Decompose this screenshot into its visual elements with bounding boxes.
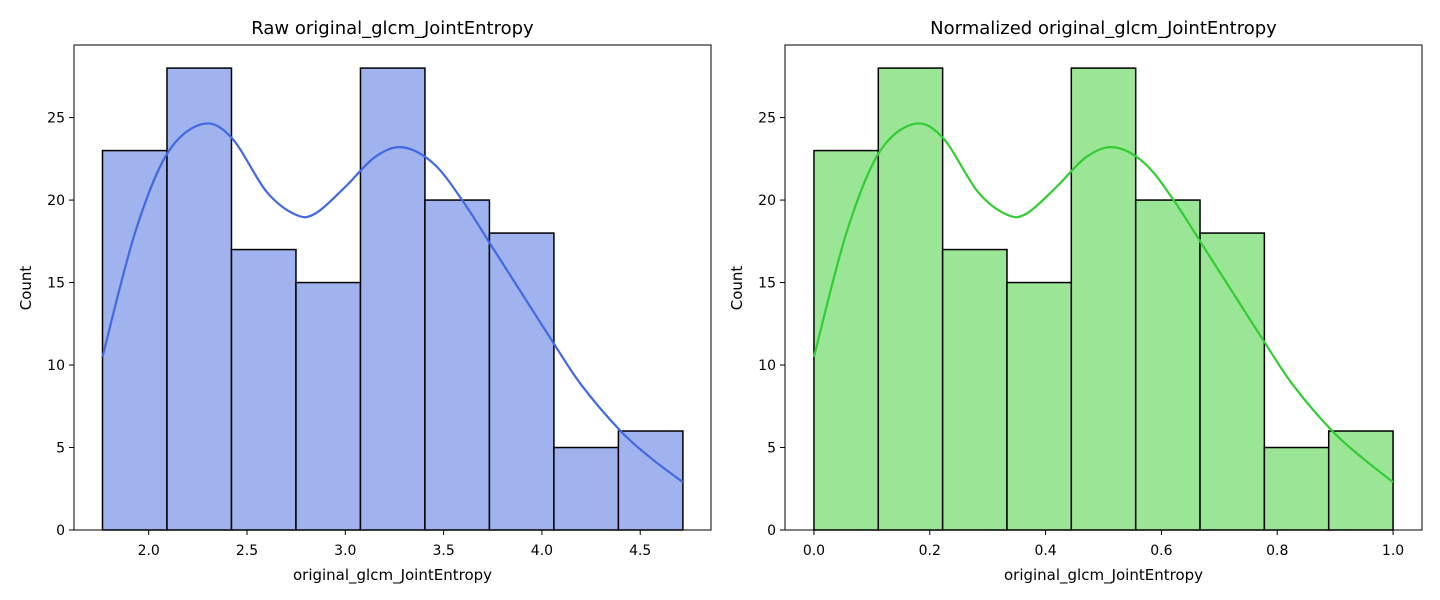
y-tick-label: 10 bbox=[758, 358, 776, 374]
x-tick-label: 0.0 bbox=[803, 543, 825, 559]
y-tick-label: 15 bbox=[47, 276, 65, 292]
histogram-bar bbox=[101, 149, 168, 531]
histogram-bar bbox=[166, 67, 233, 531]
chart-raw-title: Raw original_glcm_JointEntropy bbox=[251, 18, 534, 39]
chart-normalized-yticks: 0 5 10 15 20 25 bbox=[758, 111, 785, 539]
chart-raw-ylabel: Count bbox=[17, 266, 35, 311]
x-tick-label: 1.0 bbox=[1382, 543, 1404, 559]
y-tick-label: 0 bbox=[767, 523, 776, 539]
x-tick-label: 0.8 bbox=[1266, 543, 1288, 559]
histogram-bar bbox=[424, 199, 491, 531]
histogram-bar bbox=[359, 67, 426, 531]
x-tick-label: 2.0 bbox=[138, 543, 160, 559]
x-tick-label: 3.5 bbox=[432, 543, 454, 559]
chart-normalized: Normalized original_glcm_JointEntropy or… bbox=[728, 18, 1423, 585]
x-tick-label: 2.5 bbox=[236, 543, 258, 559]
y-tick-label: 25 bbox=[47, 111, 65, 127]
histogram-bar bbox=[1070, 67, 1137, 531]
chart-raw: Raw original_glcm_JointEntropy original_… bbox=[17, 18, 712, 585]
histogram-bar bbox=[488, 232, 555, 531]
histogram-bar bbox=[553, 446, 620, 531]
histogram-bar bbox=[1006, 281, 1073, 531]
histogram-bar bbox=[813, 149, 880, 531]
chart-raw-bars bbox=[101, 67, 684, 531]
chart-normalized-kde bbox=[812, 122, 1394, 484]
histogram-bar bbox=[1263, 446, 1330, 531]
chart-raw-xlabel: original_glcm_JointEntropy bbox=[293, 566, 492, 585]
x-tick-label: 4.0 bbox=[531, 543, 553, 559]
chart-normalized-xlabel: original_glcm_JointEntropy bbox=[1004, 566, 1203, 585]
chart-normalized-frame bbox=[784, 44, 1423, 531]
histogram-bar bbox=[1327, 430, 1394, 531]
kde-line bbox=[101, 122, 684, 484]
y-tick-label: 25 bbox=[758, 111, 776, 127]
chart-raw-frame bbox=[73, 44, 712, 531]
x-tick-label: 4.5 bbox=[629, 543, 651, 559]
y-tick-label: 0 bbox=[56, 523, 65, 539]
histogram-bar bbox=[230, 248, 297, 531]
histogram-bar bbox=[877, 67, 944, 531]
histogram-bar bbox=[617, 430, 684, 531]
y-tick-label: 5 bbox=[767, 441, 776, 457]
y-tick-label: 10 bbox=[47, 358, 65, 374]
histogram-bar bbox=[295, 281, 362, 531]
chart-normalized-ylabel: Count bbox=[728, 266, 746, 311]
kde-line bbox=[812, 122, 1394, 484]
chart-normalized-bars bbox=[813, 67, 1394, 531]
x-tick-label: 0.2 bbox=[919, 543, 941, 559]
chart-normalized-title: Normalized original_glcm_JointEntropy bbox=[930, 18, 1277, 39]
histogram-bar bbox=[1134, 199, 1201, 531]
y-tick-label: 20 bbox=[47, 193, 65, 209]
chart-raw-xticks: 2.0 2.5 3.0 3.5 4.0 4.5 bbox=[138, 530, 651, 559]
histogram-bar bbox=[1199, 232, 1266, 531]
chart-normalized-xticks: 0.0 0.2 0.4 0.6 0.8 1.0 bbox=[803, 530, 1404, 559]
chart-raw-yticks: 0 5 10 15 20 25 bbox=[47, 111, 74, 539]
chart-raw-kde bbox=[101, 122, 684, 484]
y-tick-label: 5 bbox=[56, 441, 65, 457]
y-tick-label: 15 bbox=[758, 276, 776, 292]
x-tick-label: 0.4 bbox=[1034, 543, 1056, 559]
x-tick-label: 0.6 bbox=[1150, 543, 1172, 559]
y-tick-label: 20 bbox=[758, 193, 776, 209]
x-tick-label: 3.0 bbox=[334, 543, 356, 559]
histogram-bar bbox=[941, 248, 1008, 531]
